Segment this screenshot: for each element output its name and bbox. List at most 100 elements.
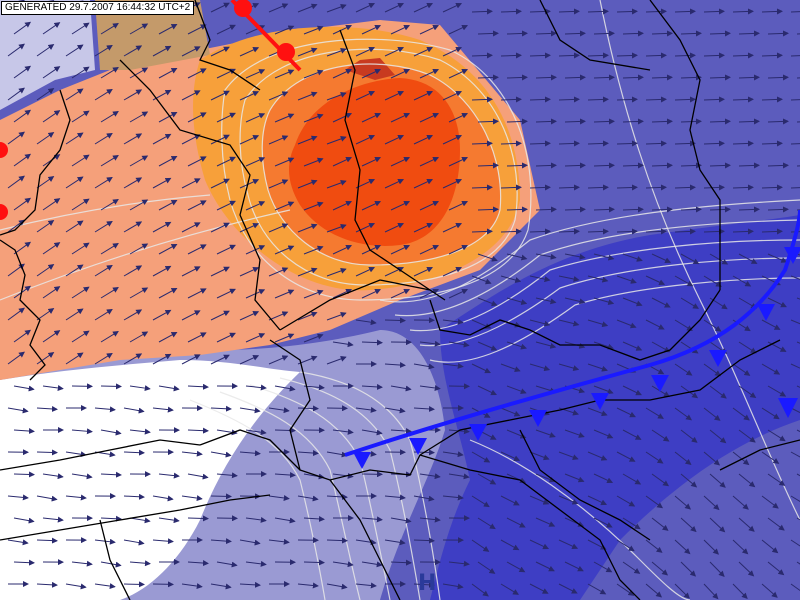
wind-arrow-icon [187,24,207,35]
wind-arrow-icon [297,223,318,233]
wind-arrow-icon [268,223,289,233]
wind-arrow-icon [419,200,440,211]
wind-arrow-icon [651,118,673,125]
wind-arrow-icon [158,287,178,299]
wind-arrow-icon [65,352,84,365]
wind-arrow-icon [158,472,180,479]
warm-front-icon [0,142,8,158]
wind-arrow-icon [297,267,318,277]
wind-arrow-icon [616,495,636,507]
wind-arrow-icon [529,583,549,594]
wind-arrow-icon [477,385,497,396]
wind-arrow-icon [239,355,260,365]
wind-arrow-icon [529,184,551,191]
wind-arrow-icon [187,473,209,480]
wind-arrow-icon [500,583,519,595]
wind-arrow-icon [477,206,499,213]
wind-arrow-icon [152,353,172,365]
wind-arrow-icon [216,156,236,167]
wind-arrow-icon [506,385,527,395]
wind-arrow-icon [738,30,760,37]
wind-arrow-icon [123,89,143,101]
wind-arrow-icon [732,451,750,466]
cold-front-icon [529,410,547,427]
wind-arrow-icon [158,385,180,392]
wind-arrow-icon [297,91,318,101]
wind-arrow-icon [593,517,613,528]
wind-arrow-icon [36,88,55,101]
wind-arrow-icon [761,52,783,59]
wind-arrow-icon [761,8,783,15]
wind-arrow-icon [790,231,800,233]
wind-arrow-icon [413,2,434,13]
wind-arrow-icon [767,253,788,263]
wind-arrow-icon [738,517,755,532]
wind-arrow-icon [448,288,469,299]
wind-arrow-icon [448,156,469,167]
wind-arrow-icon [303,333,324,343]
wind-arrow-icon [622,30,644,37]
wind-arrow-icon [767,118,789,125]
wind-arrow-icon [558,52,580,59]
cold-front-icon [709,350,727,367]
wind-arrow-icon [535,561,555,572]
wind-arrow-icon [71,66,90,79]
wind-arrow-icon [587,184,609,191]
wind-arrow-icon [326,4,347,13]
wind-arrow-icon [210,493,232,500]
wind-arrow-icon [274,427,296,434]
wind-arrow-icon [129,67,149,79]
wind-arrow-icon [274,201,295,211]
wind-arrow-icon [384,317,406,324]
wind-arrow-icon [239,179,260,189]
wind-arrow-icon [326,356,347,365]
wind-arrow-icon [790,187,800,189]
wind-arrow-icon [390,288,411,299]
wind-arrow-icon [71,198,90,211]
wind-arrow-icon [529,275,551,283]
wind-arrow-icon [529,96,551,103]
isoline [221,38,532,301]
wind-arrow-icon [187,244,207,255]
wind-arrow-icon [732,407,750,421]
wind-arrow-icon [680,206,702,213]
wind-arrow-icon [790,11,800,13]
wind-arrow-icon [384,178,405,189]
wind-arrow-icon [123,265,143,277]
wind-arrow-icon [390,244,411,255]
wind-arrow-icon [326,48,347,57]
wind-arrow-icon [297,179,318,189]
wind-arrow-icon [732,52,754,59]
wind-arrow-icon [471,495,490,508]
wind-arrow-icon [129,23,149,35]
wind-arrow-icon [123,407,145,414]
wind-arrow-icon [152,45,172,57]
wind-vector-field [7,0,800,600]
wind-arrow-icon [361,200,382,211]
wind-arrow-icon [181,450,203,457]
wind-arrow-icon [94,176,113,189]
wind-arrow-icon [790,99,800,101]
wind-arrow-icon [442,2,463,13]
wind-arrow-icon [738,385,757,398]
wind-arrow-icon [42,473,64,480]
wind-arrow-icon [152,406,174,413]
weather-fronts [0,0,800,469]
wind-arrow-icon [297,582,319,589]
wind-arrow-icon [239,223,260,233]
wind-arrow-icon [645,184,667,191]
cold-front-icon [591,393,609,410]
wind-arrow-icon [42,286,61,299]
wind-arrow-icon [187,332,207,343]
wind-arrow-icon [477,74,499,81]
wind-arrow-icon [245,560,267,567]
wind-arrow-icon [100,287,119,299]
wind-arrow-icon [123,539,145,546]
wind-arrow-icon [13,241,32,255]
wind-arrow-icon [152,133,172,145]
wind-arrow-icon [274,333,295,343]
country-border [0,89,71,236]
wind-arrow-icon [355,266,376,277]
wind-arrow-icon [471,8,493,15]
wind-arrow-icon [448,244,469,255]
